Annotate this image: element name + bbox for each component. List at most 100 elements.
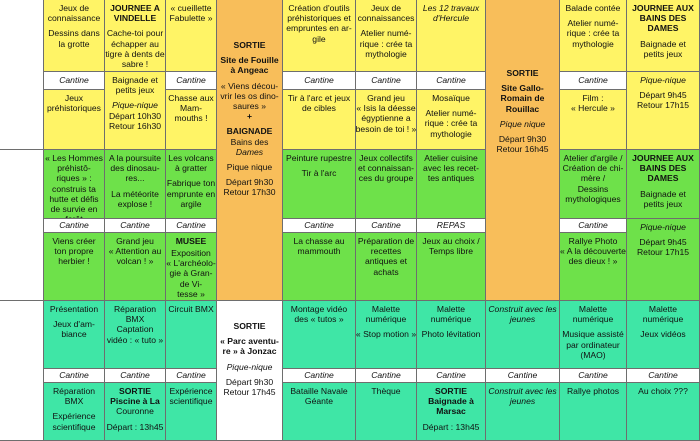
cell-text-line: Marsac [436, 406, 466, 417]
cell-text-line: Bains des [230, 136, 269, 147]
activity-cell: Présentation Jeux d'am-biance [44, 301, 105, 369]
activity-cell: Construit avec les jeunes [486, 383, 560, 441]
cell-text-line: « Stop motion » [356, 329, 417, 340]
activity-cell: Baignade et petits jeux Pique-nique Départ … [105, 72, 166, 150]
cell-text-line: mouths ! [174, 113, 208, 124]
activity-cell: Les volcans à gratter Fabrique ton emprunte… [166, 150, 217, 219]
cell-text-line: Cantine [176, 370, 206, 381]
cell-text-line: d'Hercule [432, 13, 470, 24]
activity-cell: Grand jeu « Isis la déesse égyptienne a bes… [356, 90, 417, 150]
cell-text-line: préhistoriques et [287, 13, 351, 24]
cell-text-line: Baignade à [428, 396, 474, 407]
cell-text-line: Rallye Photo [568, 236, 618, 246]
cell-text-line: Rallye photos [566, 386, 620, 396]
activity-cell: Expérience scientifique [166, 383, 217, 441]
cell-text-line: à gratter [174, 163, 207, 174]
activity-cell: Balade contée Atelier numé-rique : crée t… [560, 0, 627, 72]
lunch-slot: Cantine [417, 369, 486, 383]
cell-text-line: préhistô- [57, 163, 91, 174]
cell-text-line: « cueillette [170, 3, 212, 13]
cell-text-line: Cantine [578, 220, 608, 231]
age-group-label [0, 150, 44, 301]
cell-text-line: construis ta [52, 183, 96, 194]
cell-text-line: Cantine [436, 370, 466, 381]
cell-text-line: Départ : 13h45 [106, 421, 164, 432]
cell-text-line: Jeux [64, 93, 84, 103]
cell-text-line: Création de chi- [562, 163, 624, 174]
lunch-slot: Cantine [283, 369, 356, 383]
activity-cell: Circuit BMX [166, 301, 217, 369]
cell-text-line: Cantine [371, 220, 401, 231]
lunch-slot: Cantine [44, 369, 105, 383]
cell-text-line: antiques et [364, 256, 408, 267]
cell-text-line: « Hercule » [571, 103, 615, 114]
activity-cell: Préparation de recettes antiques et achats [356, 233, 417, 301]
activity-cell: JOURNEE A VINDELLE Cache-toi pour échapper … [105, 0, 166, 72]
activity-cell: Tir à l'arc et jeux de cibles [283, 90, 356, 150]
cell-text-line: JOURNEE AUX [632, 153, 694, 163]
cell-text-line: VINDELLE [113, 13, 157, 24]
cell-text-line: explose ! [117, 198, 153, 209]
cell-text-line: Viens créer [52, 236, 96, 246]
cell-text-line: Pique-nique [226, 361, 273, 372]
cell-text-line: « L'archéolo- [166, 258, 216, 269]
cell-text-line: Retour 17h45 [223, 387, 276, 398]
cell-text-line: « Les Hommes [45, 153, 103, 163]
cell-text-line: Dessins dans [48, 28, 100, 39]
cell-text-line: numérique [430, 314, 472, 325]
activity-cell: Jeux préhistoriques [44, 90, 105, 150]
cell-text-line: Les 12 travaux [422, 3, 480, 13]
activity-cell: La chasse au mammouth [283, 233, 356, 301]
cell-text-line: Cantine [578, 370, 608, 381]
cell-text-line: Expérience [169, 386, 213, 396]
activity-cell: SORTIE Baignade à Marsac Départ : 13h45 [417, 383, 486, 441]
cell-text-line: Bataille Navale [290, 386, 348, 396]
activity-cell: Pique-nique Départ 9h45 Retour 17h15 [627, 72, 700, 150]
activity-cell: Rallye Photo « A la découverte des dieux !… [560, 233, 627, 301]
lunch-slot: Cantine [560, 219, 627, 233]
cell-text-line: Montage vidéo [290, 304, 348, 314]
cell-text-line: DAMES [647, 173, 679, 184]
lunch-slot: Cantine [560, 369, 627, 383]
cell-text-line: MUSEE [175, 236, 207, 246]
lunch-slot: Cantine [44, 219, 105, 233]
lunch-slot: Cantine [105, 369, 166, 383]
lunch-slot: Cantine [105, 219, 166, 233]
cell-text-line: Cantine [578, 75, 608, 86]
age-group-label [0, 0, 44, 150]
activity-cell: MUSEE Exposition « L'archéolo-gie à Gran-d… [166, 233, 217, 301]
cell-text-line: BAINS DES [639, 13, 687, 24]
cell-text-line: tigre à dents de [105, 48, 165, 59]
activity-cell: JOURNEE AUX BAINS DES DAMES Baignade et peti… [627, 0, 700, 72]
lunch-slot: Cantine [283, 72, 356, 90]
cell-text-line: mythologie [430, 128, 472, 139]
cell-text-line: scientifique [52, 421, 96, 432]
activity-cell: Rallye photos [560, 383, 627, 441]
age-group-label [0, 301, 44, 441]
cell-text-line: La météorite [111, 188, 159, 199]
cell-text-line: Pique nique [499, 118, 546, 129]
cell-text-line: Malette [371, 304, 401, 314]
cell-text-line: Malette [648, 304, 678, 314]
activity-cell: Peinture rupestre Tir à l'arc [283, 150, 356, 219]
cell-text-line: « A la découverte [560, 246, 626, 257]
activity-cell: SORTIE Site Gallo- Romain de Rouillac Pique … [486, 0, 560, 301]
cell-text-line: Photo lévitation [421, 329, 481, 340]
cell-text-line: des dinosau- [110, 163, 160, 174]
cell-text-line: volcan ! » [116, 256, 154, 267]
cell-text-line: Jeux au choix / [422, 236, 480, 246]
cell-text-line: Retour 17h30 [223, 187, 276, 198]
cell-text-line: vidéo : « tuto » [106, 334, 164, 345]
cell-text-line: ton propre [54, 246, 94, 257]
cell-text-line: de survie en [50, 204, 98, 215]
cell-text-line: Départ 10h30 [108, 110, 162, 121]
cell-text-line: mythologie [572, 38, 614, 49]
activity-cell: SORTIE « Parc aventu-re » à Jonzac Pique-n… [217, 301, 283, 441]
cell-text-line: Malette [578, 304, 608, 314]
cell-text-line: SORTIE [233, 321, 266, 331]
cell-text-line: JOURNEE A [110, 3, 160, 13]
cell-text-line: de Vi- [179, 278, 203, 289]
activity-cell: Réparation BMX Captation vidéo : « tuto » [105, 301, 166, 369]
cell-text-line: SORTIE [435, 386, 467, 396]
